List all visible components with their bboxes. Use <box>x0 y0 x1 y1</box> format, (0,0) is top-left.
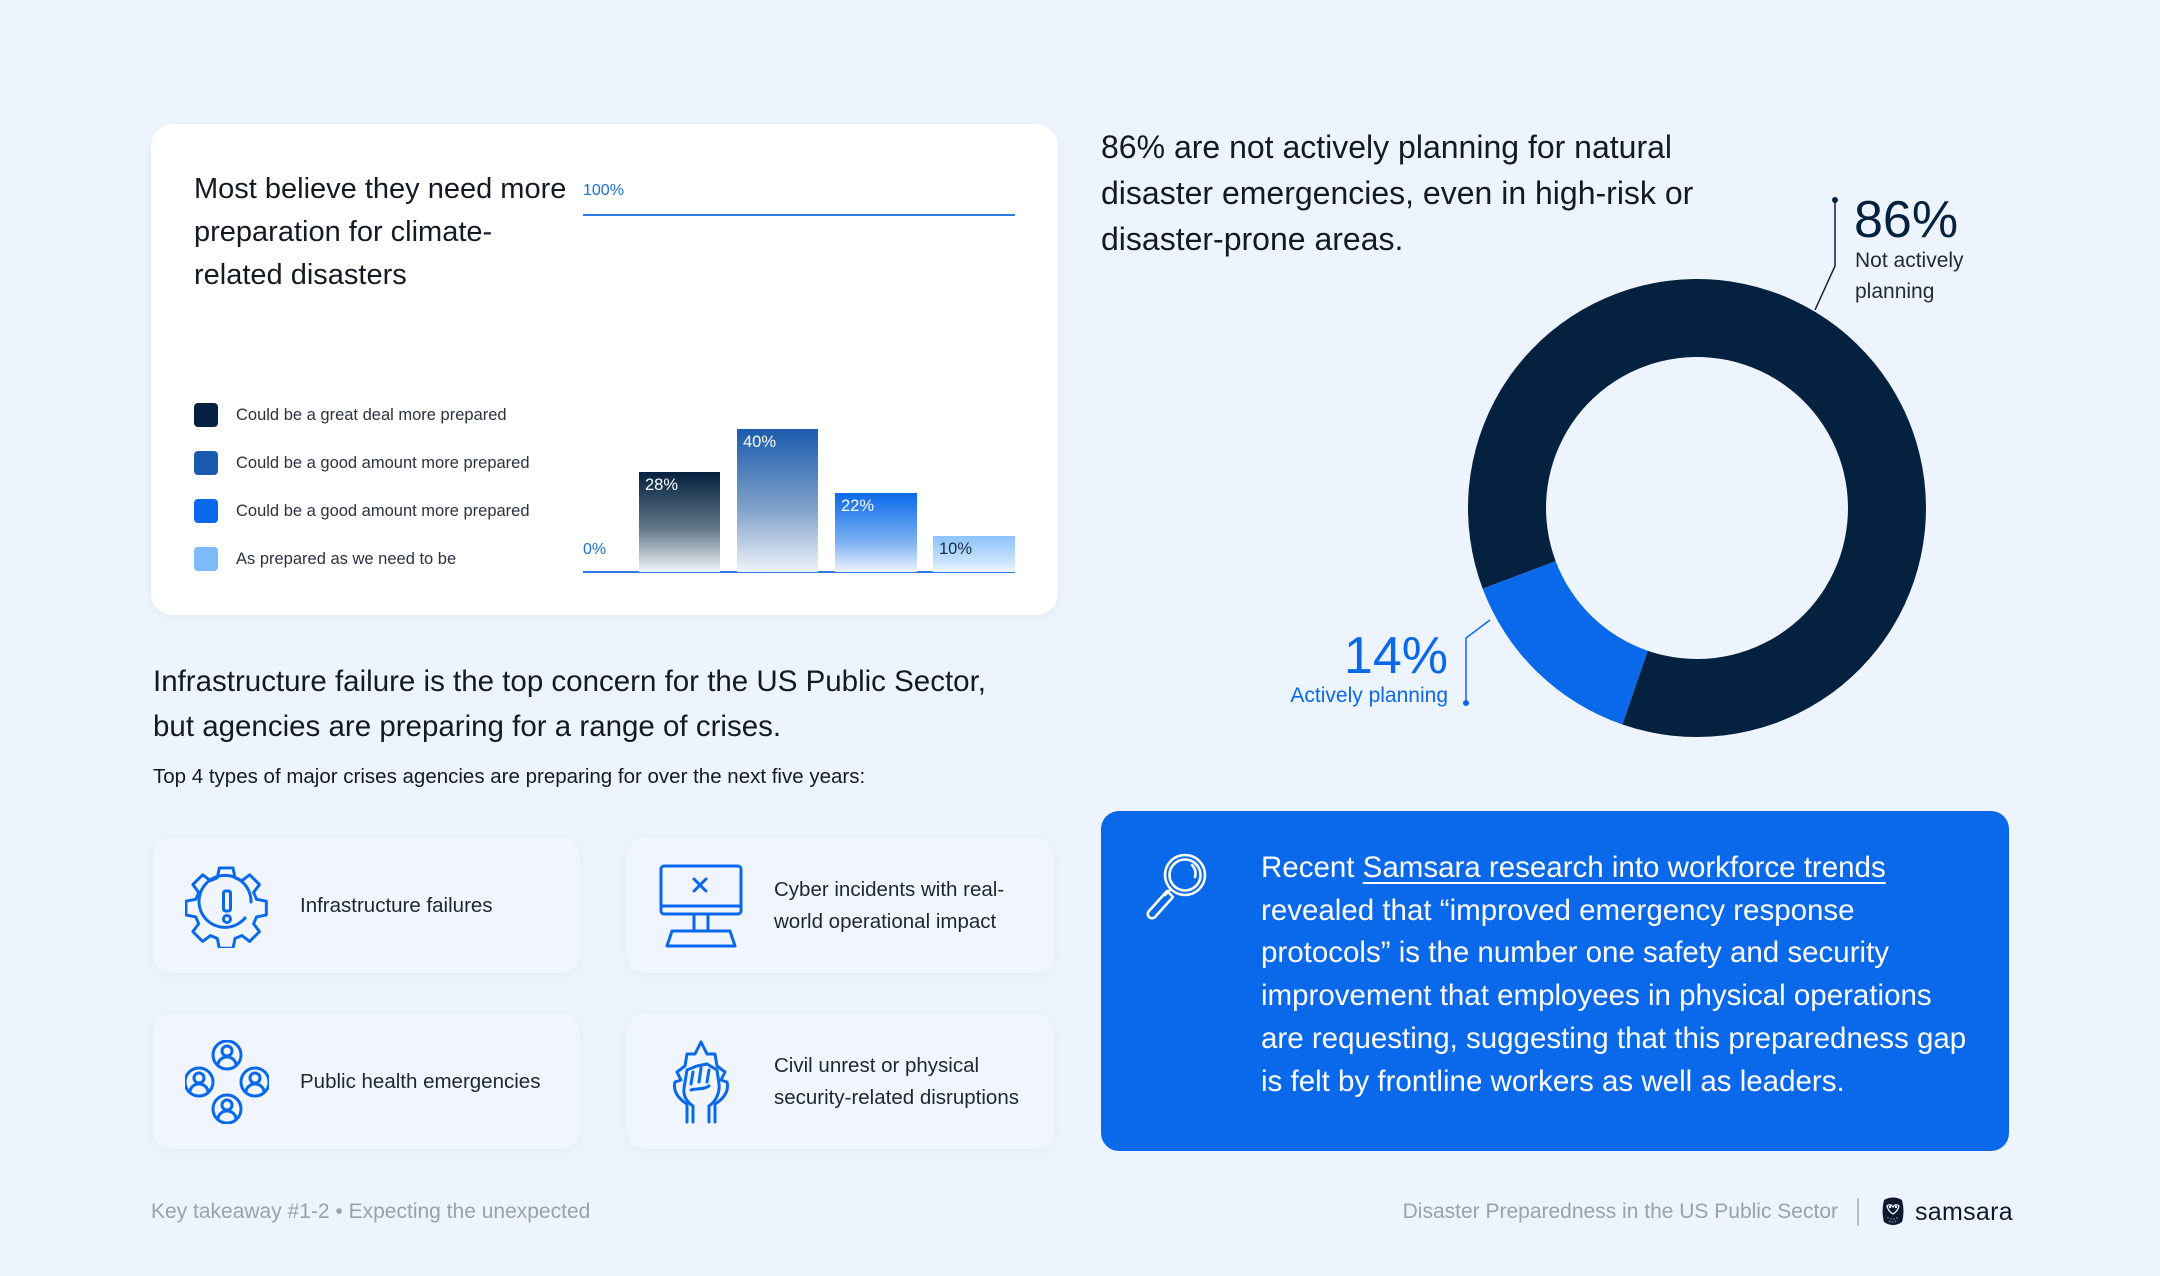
legend-label: Could be a great deal more prepared <box>236 405 507 424</box>
samsara-research-link[interactable]: Samsara research into workforce trends <box>1362 851 1886 884</box>
footer-divider <box>1857 1198 1859 1226</box>
footer-report-title: Disaster Preparedness in the US Public S… <box>1402 1200 1838 1223</box>
legend-swatch <box>194 499 218 523</box>
raised-fist-icon <box>673 1040 729 1123</box>
y-axis-max-label: 100% <box>583 182 624 199</box>
computer-x-icon <box>659 864 743 947</box>
legend-swatch <box>194 451 218 475</box>
gear-alert-icon <box>185 865 268 948</box>
crisis-card-cyber: Cyber incidents with real-world operatio… <box>627 838 1054 973</box>
bar-chart-legend: Could be a great deal more prepared Coul… <box>194 403 530 595</box>
research-callout: Recent Samsara research into workforce t… <box>1101 811 2009 1151</box>
crisis-card-infrastructure: Infrastructure failures <box>153 838 580 973</box>
crisis-label: Public health emergencies <box>300 1069 541 1093</box>
y-max-gridline <box>583 214 1015 216</box>
callout-text: Recent Samsara research into workforce t… <box>1261 847 1981 1103</box>
x-axis-baseline <box>583 571 1015 573</box>
brand-name: samsara <box>1915 1197 2013 1226</box>
y-axis-min-label: 0% <box>583 541 607 558</box>
leader-line-not-planning <box>1814 197 1838 311</box>
legend-label: Could be a good amount more prepared <box>236 453 530 472</box>
bar-value-label: 40% <box>743 433 777 452</box>
crises-section-title: Infrastructure failure is the top concer… <box>153 665 986 743</box>
planning-pct: 14% <box>1343 627 1448 685</box>
legend-item: Could be a good amount more prepared <box>194 499 530 523</box>
callout-body: revealed that “improved emergency respon… <box>1261 893 1967 1098</box>
people-group-icon <box>185 1039 269 1124</box>
not-planning-pct: 86% <box>1854 191 1959 249</box>
legend-item: Could be a good amount more prepared <box>194 451 530 475</box>
not-planning-label: Not actively planning <box>1855 249 1964 303</box>
crisis-label: Infrastructure failures <box>300 893 493 917</box>
legend-label: Could be a good amount more prepared <box>236 501 530 520</box>
crisis-card-civil-unrest: Civil unrest or physical security-relate… <box>627 1014 1054 1149</box>
crisis-card-public-health: Public health emergencies <box>153 1014 580 1149</box>
bar: 40% <box>737 429 818 572</box>
bar: 10% <box>933 536 1015 572</box>
bar: 22% <box>835 493 917 572</box>
bar-chart-title: Most believe they need more preparation … <box>194 173 567 291</box>
magnifying-glass-icon <box>1146 853 1207 920</box>
legend-swatch <box>194 403 218 427</box>
footer-section-label: Key takeaway #1-2 • Expecting the unexpe… <box>151 1200 591 1223</box>
legend-label: As prepared as we need to be <box>236 549 457 568</box>
donut-segment-not-planning <box>1468 278 1927 737</box>
bar-value-label: 22% <box>841 497 875 516</box>
donut-segment-planning <box>1482 561 1648 725</box>
leader-line-planning <box>1463 619 1491 706</box>
legend-swatch <box>194 547 218 571</box>
donut-headline: 86% are not actively planning for natura… <box>1101 129 1694 257</box>
owl-logo-icon <box>1882 1197 1904 1225</box>
legend-item: Could be a great deal more prepared <box>194 403 530 427</box>
bar-value-label: 10% <box>939 540 973 559</box>
callout-prefix: Recent <box>1261 851 1363 884</box>
bar-value-label: 28% <box>645 476 679 495</box>
crises-section-subtitle: Top 4 types of major crises agencies are… <box>153 765 866 788</box>
bar: 28% <box>639 472 720 572</box>
crisis-label: Cyber incidents with real-world operatio… <box>774 877 1005 933</box>
crisis-label: Civil unrest or physical security-relate… <box>774 1053 1019 1109</box>
planning-label: Actively planning <box>1290 684 1448 707</box>
legend-item: As prepared as we need to be <box>194 547 530 571</box>
donut-segments <box>1468 278 1927 737</box>
samsara-logo: samsara <box>1881 1196 2013 1228</box>
